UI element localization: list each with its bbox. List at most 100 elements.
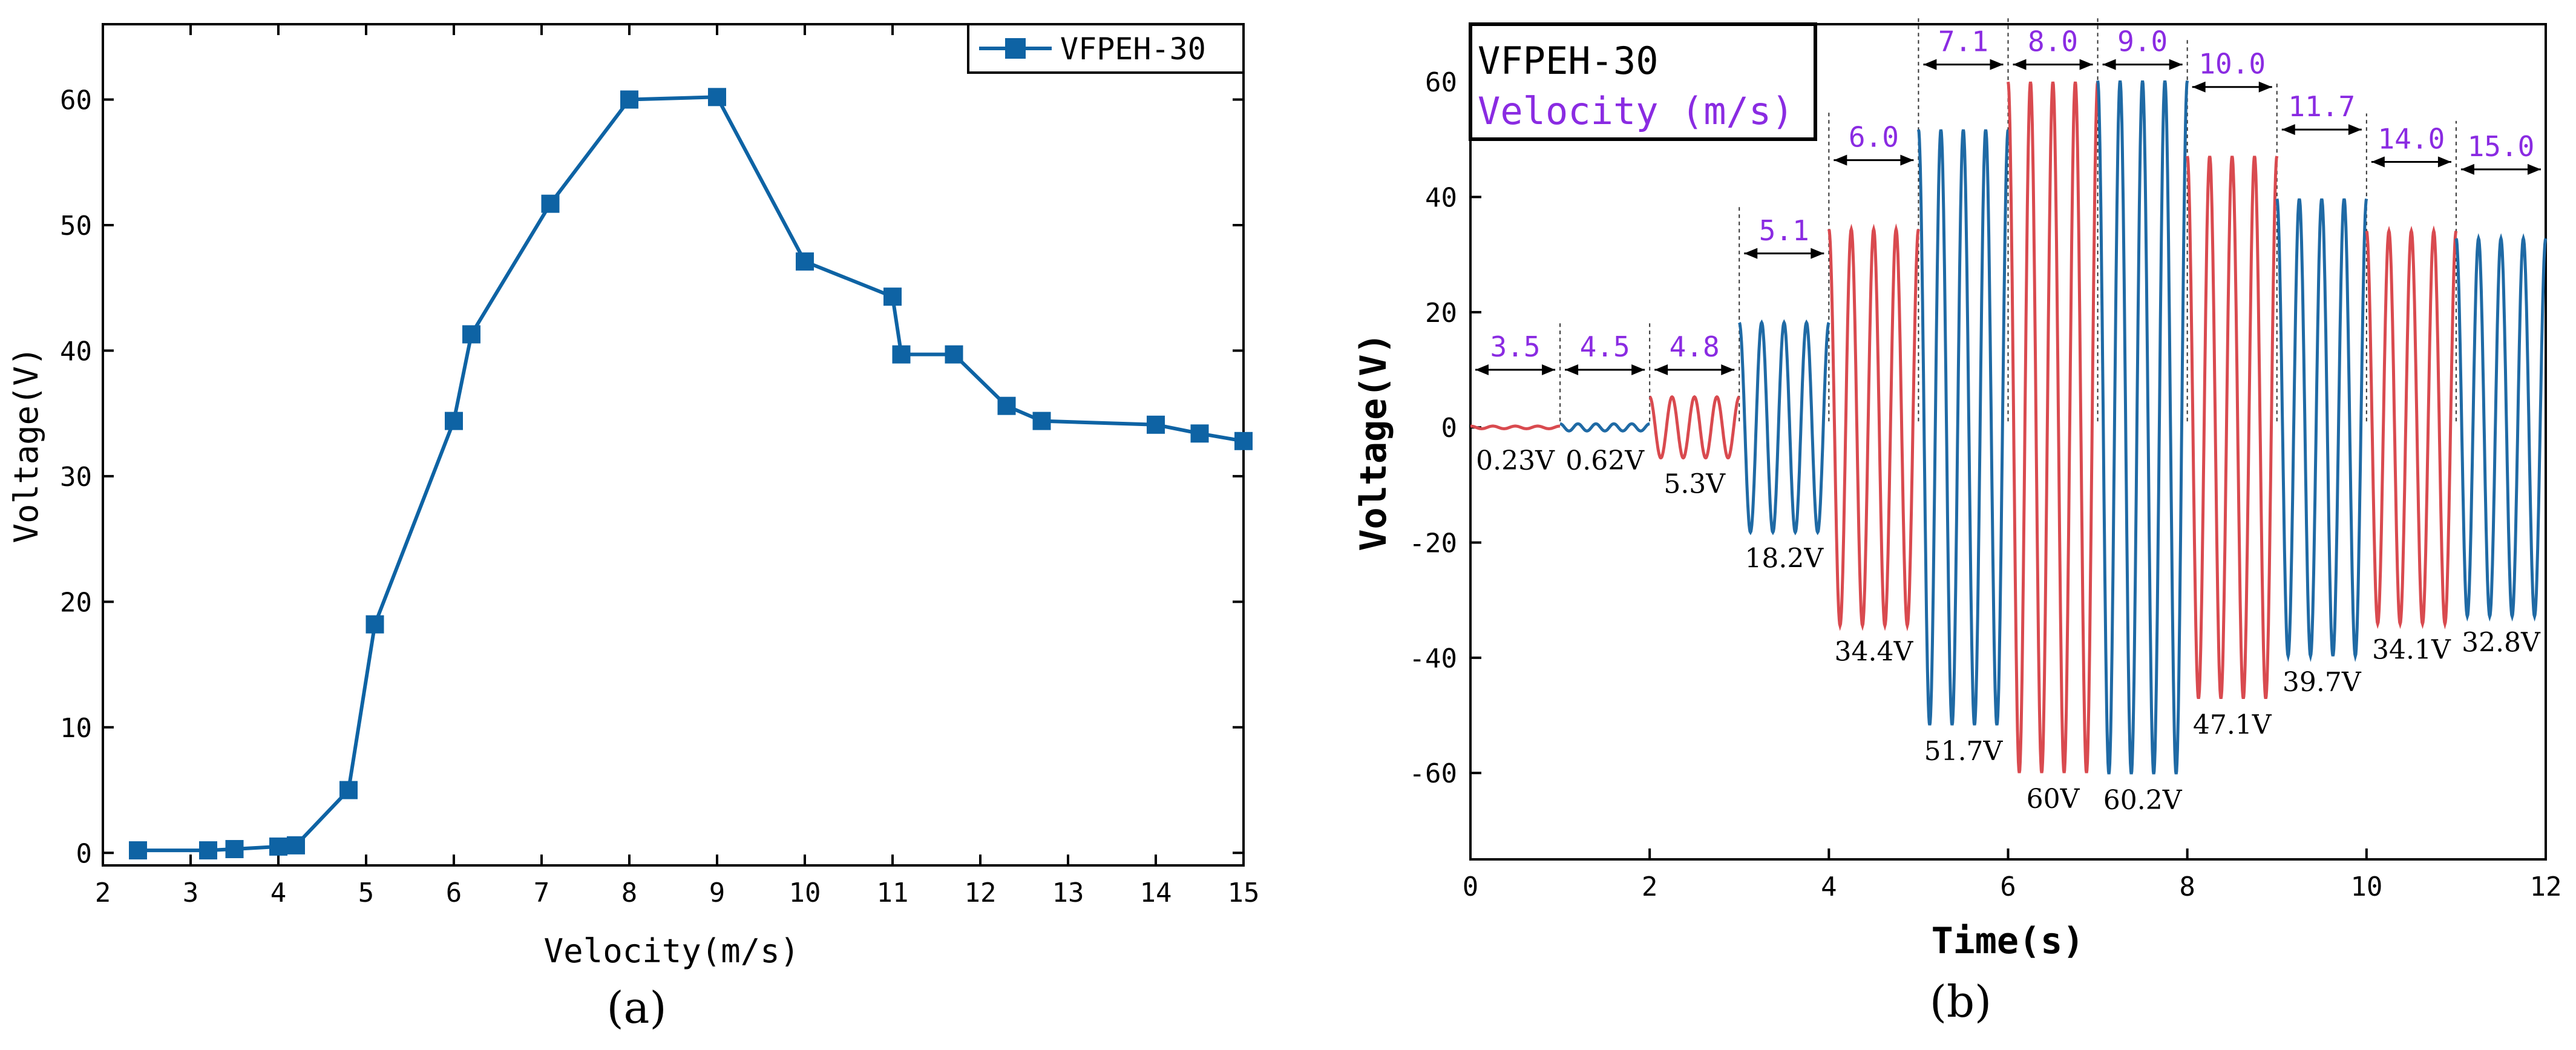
- chart-b-velocity-label: 5.1: [1759, 214, 1809, 247]
- chart-b-velocity-label: 4.8: [1670, 330, 1720, 363]
- chart-a-point: [708, 88, 726, 107]
- chart-a-xtick-label: 11: [877, 878, 909, 908]
- chart-b-peak-label: 51.7V: [1924, 736, 2004, 767]
- legend-title: VFPEH-30: [1478, 39, 1659, 83]
- chart-b-xtick-label: 6: [2000, 871, 2016, 902]
- chart-a-ytick-label: 20: [60, 587, 92, 618]
- chart-b-velocity-label: 8.0: [2028, 25, 2078, 58]
- chart-a-xtick-label: 2: [95, 878, 111, 908]
- chart-b-arrowhead-left: [2102, 59, 2116, 70]
- chart-b-arrowhead-right: [1542, 364, 1556, 376]
- chart-b-velocity-label: 10.0: [2198, 48, 2266, 80]
- chart-a-point: [1147, 415, 1165, 434]
- legend-subtitle: Velocity (m/s): [1478, 89, 1794, 133]
- chart-b-velocity-label: 15.0: [2468, 130, 2535, 163]
- chart-a-xtick-label: 12: [965, 878, 997, 908]
- chart-b-arrowhead-right: [2528, 163, 2541, 175]
- chart-b-arrowhead-left: [1923, 59, 1937, 70]
- chart-b-arrowhead-right: [1811, 248, 1824, 259]
- chart-b-ytick-label: 20: [1425, 298, 1457, 329]
- chart-b-velocity-label: 4.5: [1580, 330, 1630, 363]
- chart-a: 0 10 20 30 40 50 60 2 3 4 5 6 7 8 9 10 11 12 13 14 15 VFPEH…: [7, 23, 1260, 1033]
- chart-a-point: [883, 287, 902, 306]
- chart-a-point: [339, 781, 358, 799]
- chart-a-series-line: [138, 95, 1244, 853]
- chart-b-velocity-label: 14.0: [2378, 122, 2445, 155]
- chart-b-xtick-label: 2: [1642, 871, 1658, 902]
- chart-b-xtick-label: 10: [2350, 871, 2382, 902]
- chart-a-xtick-label: 10: [789, 878, 821, 908]
- chart-b-velocity-label: 9.0: [2117, 25, 2168, 58]
- chart-b-xtick-label: 4: [1821, 871, 1837, 902]
- chart-b-peak-label: 18.2V: [1745, 543, 1824, 574]
- panel-label-a: (a): [606, 982, 666, 1033]
- chart-a-point: [1032, 412, 1051, 430]
- chart-b-arrowhead-left: [2192, 81, 2206, 93]
- chart-b-peak-label: 60.2V: [2103, 785, 2183, 816]
- chart-b-peak-label: 0.62V: [1565, 445, 1645, 476]
- chart-b-peak-label: 5.3V: [1663, 469, 1726, 500]
- chart-b-peak-label: 32.8V: [2462, 627, 2541, 658]
- chart-b-arrowhead-right: [2437, 156, 2451, 168]
- chart-a-xtick-label: 5: [358, 878, 375, 908]
- chart-a-xtick-label: 6: [446, 878, 462, 908]
- chart-b-arrowhead-left: [1834, 154, 1847, 166]
- chart-b-wave-segment: [2454, 233, 2548, 622]
- chart-b-xtick-label: 8: [2179, 871, 2195, 902]
- chart-a-xtick-label: 7: [534, 878, 550, 908]
- chart-b-arrowhead-left: [2281, 124, 2295, 136]
- chart-b-wave-segment: [2365, 225, 2458, 629]
- chart-b-arrowhead-right: [1900, 154, 1914, 166]
- chart-a-point: [796, 252, 814, 271]
- chart-b-arrowhead-left: [2013, 59, 2027, 70]
- chart-b-ytick-label: -40: [1409, 643, 1457, 674]
- chart-b-arrowhead-left: [2460, 163, 2474, 175]
- chart-b-xtick-label: 0: [1463, 871, 1479, 902]
- chart-b-ytick-label: 40: [1425, 183, 1457, 214]
- chart-b-xlabel: Time(s): [1932, 920, 2085, 962]
- chart-b-ylabel: Voltage(V): [1352, 332, 1395, 551]
- chart-a-xtick-label: 13: [1052, 878, 1084, 908]
- chart-a-xtick-label: 3: [183, 878, 199, 908]
- chart-b-peak-label: 34.1V: [2372, 635, 2451, 666]
- legend-marker: [1005, 38, 1026, 59]
- chart-b-arrowhead-right: [1990, 59, 2004, 70]
- chart-b-xtick-label: 12: [2530, 871, 2562, 902]
- chart-b-wave-segment: [1738, 319, 1830, 536]
- chart-a-point: [199, 841, 217, 860]
- chart-b-arrowhead-left: [2371, 156, 2385, 168]
- chart-a-point: [1234, 431, 1253, 450]
- chart-b-arrowhead-left: [1744, 248, 1758, 259]
- chart-a-point: [541, 194, 560, 213]
- chart-b-velocity-label: 6.0: [1849, 121, 1899, 154]
- chart-a-point: [1190, 424, 1209, 443]
- chart-a-ytick-label: 30: [60, 462, 92, 493]
- legend-label: VFPEH-30: [1060, 31, 1206, 67]
- chart-a-xtick-label: 15: [1228, 878, 1260, 908]
- chart-a-ylabel: Voltage(V): [7, 346, 45, 543]
- chart-a-xtick-label: 14: [1140, 878, 1172, 908]
- chart-a-frame: [102, 23, 1245, 867]
- chart-a-point: [620, 90, 638, 109]
- chart-a-ytick-label: 0: [76, 838, 93, 869]
- chart-b-velocity-label: 7.1: [1938, 25, 1988, 58]
- chart-b-arrowhead-right: [2079, 59, 2093, 70]
- chart-a-point: [462, 325, 480, 344]
- chart-b-wave-segment: [2275, 198, 2368, 662]
- chart-a-point: [997, 396, 1016, 415]
- chart-a-point: [945, 345, 963, 364]
- panel-label-b: (b): [1930, 976, 1991, 1027]
- chart-a-ytick-label: 60: [60, 85, 92, 116]
- chart-b-arrowhead-left: [1475, 364, 1489, 376]
- chart-b-wave-segment: [1559, 422, 1650, 433]
- chart-a-point: [269, 837, 287, 856]
- chart-a-point: [287, 836, 305, 855]
- chart-b-ytick-label: 0: [1441, 413, 1458, 444]
- chart-a-point: [892, 345, 911, 364]
- chart-a-ytick-label: 40: [60, 336, 92, 367]
- chart-a-ytick-label: 10: [60, 713, 92, 744]
- chart-b-wave-segment: [2186, 156, 2279, 700]
- chart-b-wave-segment: [2096, 80, 2189, 775]
- chart-b-arrowhead-right: [1631, 364, 1645, 376]
- chart-a-xlabel: Velocity(m/s): [544, 932, 800, 970]
